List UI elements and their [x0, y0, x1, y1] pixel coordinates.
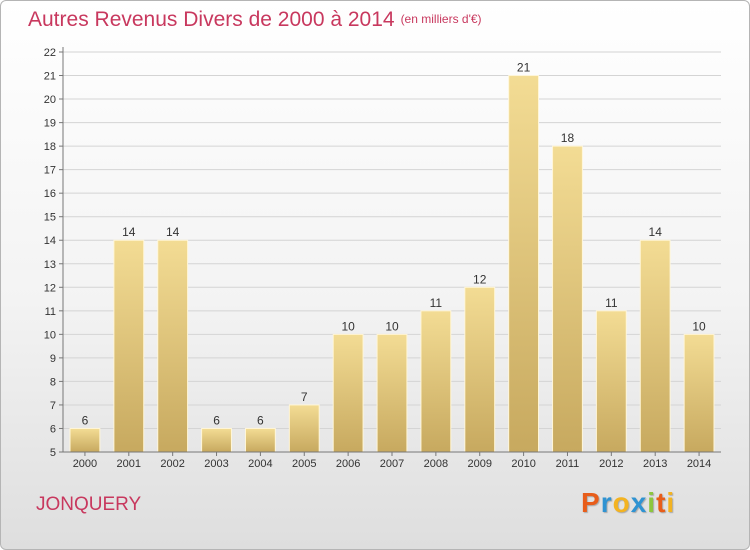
x-tick-label: 2001 — [117, 458, 141, 470]
bar-value-label: 18 — [561, 131, 575, 145]
x-tick-label: 2002 — [160, 458, 184, 470]
y-tick-label: 13 — [44, 259, 56, 271]
logo-letter: o — [612, 487, 631, 518]
logo-letter: P — [581, 487, 601, 518]
bar-value-label: 11 — [430, 296, 443, 310]
x-tick-label: 2006 — [336, 458, 360, 470]
bar — [464, 286, 496, 453]
y-tick-label: 16 — [44, 188, 56, 200]
bar-value-label: 6 — [82, 413, 89, 427]
logo-letter: x — [630, 487, 648, 518]
y-tick-label: 18 — [44, 141, 56, 153]
logo-letter: r — [600, 487, 613, 518]
x-tick-label: 2009 — [467, 458, 491, 470]
x-tick-label: 2010 — [511, 458, 535, 470]
bar-value-label: 6 — [257, 413, 264, 427]
bar — [288, 404, 320, 453]
y-tick-label: 7 — [50, 400, 56, 412]
bar — [332, 333, 364, 453]
y-tick-label: 22 — [44, 47, 56, 59]
bar — [244, 427, 276, 453]
title-text: Autres Revenus Divers de 2000 à 2014 — [28, 8, 395, 31]
bar — [683, 333, 715, 453]
y-tick-label: 14 — [44, 235, 56, 247]
bar — [376, 333, 408, 453]
x-tick-label: 2013 — [643, 458, 667, 470]
title-unit: (en milliers d'€) — [400, 12, 482, 26]
y-tick-label: 21 — [44, 71, 56, 83]
x-tick-label: 2004 — [248, 458, 272, 470]
x-tick-label: 2011 — [556, 458, 580, 470]
bar-value-label: 11 — [605, 296, 618, 310]
x-tick-label: 2007 — [380, 458, 404, 470]
y-tick-label: 8 — [50, 376, 56, 388]
bar-value-label: 6 — [213, 413, 220, 427]
x-tick-label: 2008 — [424, 458, 448, 470]
proxiti-logo[interactable]: Proxiti — [581, 487, 675, 519]
logo-letter: t — [656, 487, 667, 518]
bar — [639, 239, 671, 453]
y-tick-label: 15 — [44, 212, 56, 224]
bars: 6 14 14 6 6 7 10 10 11 12 21 18 11 14 10 — [69, 61, 715, 453]
bar-value-label: 10 — [692, 319, 706, 333]
bar-value-label: 10 — [385, 319, 399, 333]
y-tick-label: 9 — [50, 353, 56, 365]
bar-value-label: 14 — [166, 225, 180, 239]
bar — [69, 427, 101, 453]
bar-value-label: 14 — [122, 225, 136, 239]
bar-value-label: 7 — [301, 390, 308, 404]
y-tick-label: 11 — [45, 306, 56, 318]
y-tick-label: 5 — [50, 447, 56, 459]
bar — [201, 427, 232, 453]
bar-value-label: 10 — [341, 319, 355, 333]
logo-letter: i — [666, 487, 676, 518]
bar-value-label: 21 — [517, 61, 531, 75]
x-tick-label: 2005 — [292, 458, 316, 470]
y-tick-label: 10 — [44, 329, 56, 341]
y-tick-label: 12 — [44, 282, 56, 294]
bar-value-label: 12 — [473, 272, 487, 286]
x-tick-label: 2003 — [204, 458, 228, 470]
x-axis: 2000 2001 2002 2003 2004 2005 2006 2007 2008 2009… — [63, 451, 721, 470]
y-tick-label: 6 — [50, 423, 56, 435]
bar-value-label: 14 — [649, 225, 663, 239]
bar — [595, 310, 627, 453]
bar — [113, 239, 145, 453]
bar — [508, 75, 540, 453]
bar — [157, 239, 189, 453]
bar — [552, 145, 583, 453]
chart-title: Autres Revenus Divers de 2000 à 2014 (en … — [28, 8, 482, 32]
y-tick-label: 17 — [44, 165, 56, 177]
x-tick-label: 2014 — [687, 458, 711, 470]
y-tick-label: 20 — [44, 94, 56, 106]
bar — [420, 310, 452, 453]
y-tick-label: 19 — [44, 118, 56, 130]
y-axis: 5 6 7 8 9 10 11 12 13 14 15 16 17 18 19 20 21 22 — [44, 47, 64, 459]
commune-name: JONQUERY — [36, 494, 142, 515]
logo-letter: i — [647, 487, 657, 518]
x-tick-label: 2000 — [73, 458, 97, 470]
x-tick-label: 2012 — [599, 458, 623, 470]
